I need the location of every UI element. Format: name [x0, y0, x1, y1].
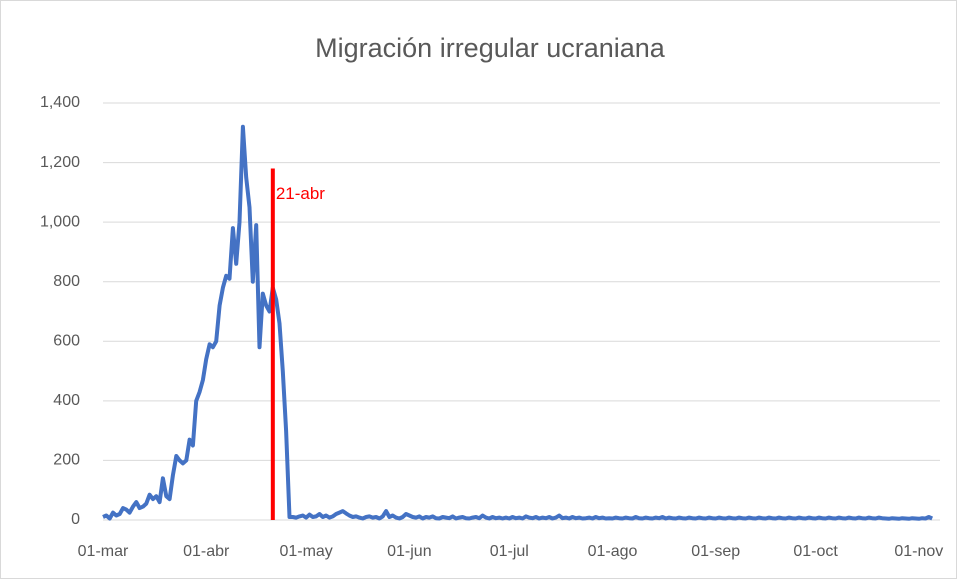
- annotation-label: 21-abr: [276, 184, 325, 203]
- y-tick-label: 800: [53, 273, 80, 290]
- y-tick-label: 1,400: [40, 94, 80, 111]
- x-tick-label: 01-jun: [387, 543, 431, 560]
- y-tick-label: 0: [71, 511, 80, 528]
- x-tick-label: 01-ago: [588, 543, 638, 560]
- y-tick-label: 1,000: [40, 213, 80, 230]
- x-tick-label: 01-nov: [894, 543, 943, 560]
- data-line: [102, 124, 934, 521]
- x-tick-label: 01-abr: [183, 543, 230, 560]
- y-tick-label: 600: [53, 333, 80, 350]
- y-tick-label: 1,200: [40, 154, 80, 171]
- y-tick-label: 200: [53, 452, 80, 469]
- x-tick-label: 01-oct: [793, 543, 838, 560]
- x-tick-label: 01-mar: [78, 543, 129, 560]
- x-tick-label: 01-jul: [490, 543, 529, 560]
- x-tick-label: 01-may: [279, 543, 332, 560]
- y-tick-label: 400: [53, 392, 80, 409]
- x-tick-label: 01-sep: [691, 543, 740, 560]
- chart-title: Migración irregular ucraniana: [315, 33, 666, 63]
